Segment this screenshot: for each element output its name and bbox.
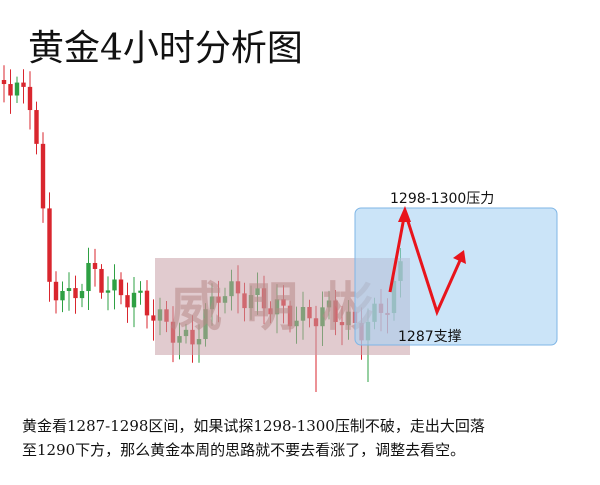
candle-body — [131, 292, 137, 308]
candle-body — [105, 290, 111, 293]
candle-body — [138, 290, 143, 293]
candle-body — [1, 80, 7, 85]
candle-body — [53, 281, 59, 301]
candle-body — [8, 84, 13, 96]
candle-body — [73, 288, 78, 299]
candle-body — [14, 82, 20, 96]
caption-line: 至1290下方，那么黄金本周的思路就不要去看涨了，调整去看空。 — [22, 441, 465, 459]
candle-body — [86, 262, 91, 292]
candle-body — [66, 288, 72, 291]
candle-body — [40, 143, 46, 209]
candle-body — [47, 208, 52, 282]
candle-body — [118, 279, 124, 296]
candle-body — [151, 315, 156, 321]
target-zone — [354, 207, 558, 346]
caption-line: 黄金看1287-1298区间，如果试探1298-1300压制不破，走出大回落 — [22, 417, 485, 435]
candle-body — [125, 295, 130, 308]
candle-body — [60, 290, 65, 301]
arrow-head — [453, 250, 466, 264]
candle-body — [79, 291, 85, 299]
candle-body — [34, 110, 39, 144]
candle-body — [112, 279, 117, 291]
candle-body — [144, 290, 150, 316]
watermark: 威明彬 — [170, 278, 398, 338]
candle-body — [92, 262, 98, 269]
support-label: 1287支撑 — [398, 329, 462, 345]
candle-body — [21, 82, 26, 87]
chart-title: 黄金4小时分析图 — [28, 28, 303, 69]
resistance-label: 1298-1300压力 — [390, 191, 494, 207]
arrow-head — [398, 206, 411, 222]
candle-body — [27, 86, 33, 111]
projection-line — [388, 211, 464, 317]
candle-body — [99, 268, 104, 293]
